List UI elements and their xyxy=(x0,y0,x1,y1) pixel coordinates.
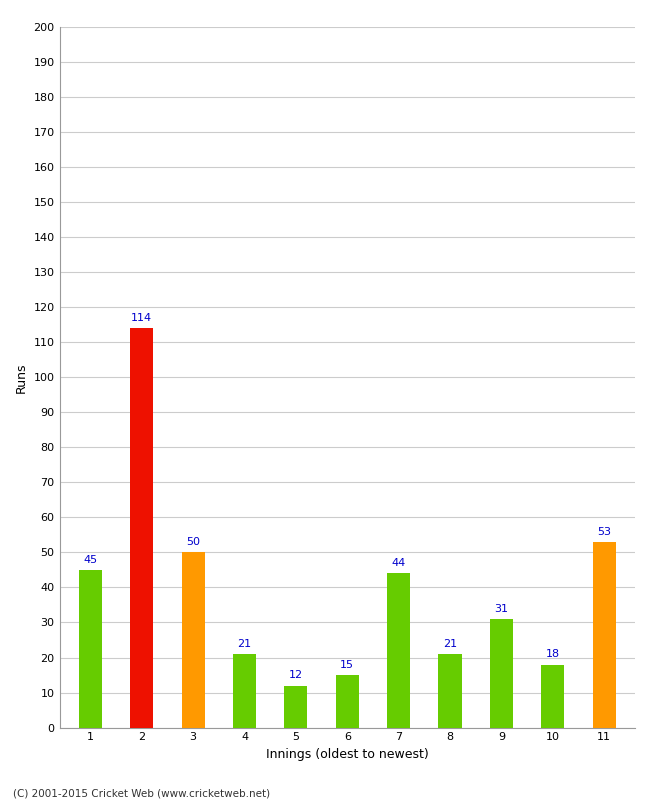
Text: 31: 31 xyxy=(495,604,508,614)
Text: 50: 50 xyxy=(186,537,200,547)
Bar xyxy=(593,542,616,727)
Text: 21: 21 xyxy=(237,638,252,649)
Bar xyxy=(79,570,102,727)
Bar xyxy=(439,654,462,727)
Bar xyxy=(181,553,205,727)
X-axis label: Innings (oldest to newest): Innings (oldest to newest) xyxy=(266,748,428,761)
Bar xyxy=(335,675,359,727)
Text: 53: 53 xyxy=(597,526,611,537)
Text: 15: 15 xyxy=(340,660,354,670)
Y-axis label: Runs: Runs xyxy=(15,362,28,393)
Text: (C) 2001-2015 Cricket Web (www.cricketweb.net): (C) 2001-2015 Cricket Web (www.cricketwe… xyxy=(13,788,270,798)
Text: 18: 18 xyxy=(546,650,560,659)
Text: 45: 45 xyxy=(83,554,98,565)
Text: 114: 114 xyxy=(131,313,152,323)
Bar xyxy=(284,686,307,727)
Bar xyxy=(233,654,256,727)
Text: 44: 44 xyxy=(391,558,406,568)
Bar xyxy=(541,665,564,727)
Bar xyxy=(130,328,153,727)
Bar xyxy=(490,619,513,727)
Bar xyxy=(387,574,410,727)
Text: 12: 12 xyxy=(289,670,303,680)
Text: 21: 21 xyxy=(443,638,457,649)
